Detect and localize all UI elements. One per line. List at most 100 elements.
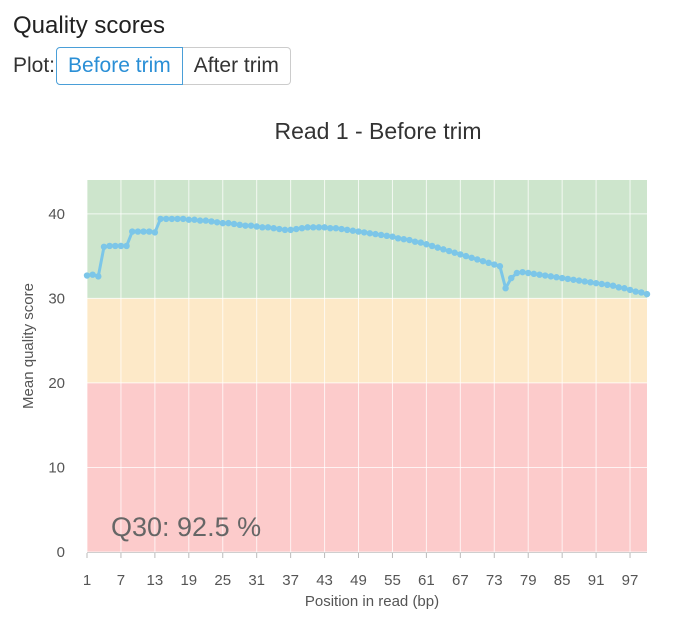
axes: 1 7 13 19 25 31 37 43 49 55 61 67 73 79 85 91 97 0 10 20 30 4… bbox=[48, 206, 647, 589]
data-point bbox=[185, 216, 193, 223]
data-point bbox=[536, 271, 543, 278]
data-point bbox=[643, 290, 651, 298]
data-point bbox=[513, 269, 521, 277]
x-tick-label: 1 bbox=[83, 572, 91, 589]
data-point bbox=[89, 271, 96, 278]
y-tick-label: 20 bbox=[48, 375, 65, 392]
x-tick-label: 91 bbox=[588, 572, 605, 589]
data-point bbox=[100, 243, 108, 250]
data-point bbox=[445, 247, 453, 255]
data-point bbox=[587, 279, 594, 286]
data-point bbox=[287, 226, 294, 234]
data-point bbox=[434, 244, 441, 251]
data-point bbox=[411, 238, 419, 245]
data-point bbox=[491, 261, 498, 268]
section-title: Quality scores bbox=[13, 12, 166, 39]
data-point bbox=[417, 239, 424, 246]
before-trim-button[interactable]: Before trim bbox=[56, 47, 183, 85]
data-point bbox=[609, 282, 617, 289]
data-point bbox=[592, 279, 600, 287]
data-point bbox=[293, 225, 300, 233]
plot-label: Plot: bbox=[13, 54, 56, 77]
x-tick-label: 31 bbox=[248, 572, 265, 589]
x-tick-label: 25 bbox=[214, 572, 231, 589]
data-point bbox=[632, 288, 639, 295]
data-point bbox=[626, 286, 634, 294]
plot-selector: Plot: Before trim After trim bbox=[13, 47, 291, 85]
data-point bbox=[564, 275, 572, 283]
data-point bbox=[394, 235, 402, 242]
data-point bbox=[360, 229, 368, 236]
data-point bbox=[134, 228, 142, 235]
data-point bbox=[372, 230, 379, 238]
data-point bbox=[191, 216, 198, 223]
x-tick-label: 79 bbox=[520, 572, 537, 589]
data-point bbox=[558, 274, 566, 282]
x-tick-label: 85 bbox=[554, 572, 571, 589]
q30-annotation: Q30: 92.5 % bbox=[111, 512, 261, 542]
data-point bbox=[264, 224, 272, 231]
data-point bbox=[123, 242, 130, 250]
data-point bbox=[304, 224, 311, 231]
data-point bbox=[95, 273, 102, 280]
data-point bbox=[451, 249, 458, 256]
x-tick-label: 13 bbox=[147, 572, 164, 589]
data-point bbox=[377, 231, 385, 239]
data-point bbox=[179, 215, 187, 223]
data-point bbox=[338, 225, 345, 233]
data-point bbox=[502, 285, 509, 292]
data-point bbox=[157, 215, 164, 223]
data-point bbox=[366, 230, 374, 237]
data-point bbox=[530, 270, 538, 278]
data-point bbox=[230, 220, 238, 228]
x-tick-label: 43 bbox=[316, 572, 333, 589]
quality-zones bbox=[87, 180, 647, 552]
data-point bbox=[253, 223, 260, 230]
data-point bbox=[106, 242, 113, 250]
quality-zone-1 bbox=[87, 298, 647, 383]
data-point bbox=[321, 224, 328, 231]
data-point bbox=[236, 221, 243, 229]
data-point bbox=[604, 281, 611, 289]
chart-title: Read 1 - Before trim bbox=[274, 118, 481, 144]
data-point bbox=[621, 285, 628, 292]
data-point bbox=[457, 251, 464, 258]
data-point bbox=[406, 236, 413, 244]
data-point bbox=[162, 215, 170, 223]
y-axis-label: Mean quality score bbox=[20, 283, 37, 409]
x-tick-label: 7 bbox=[117, 572, 125, 589]
data-point bbox=[196, 217, 204, 224]
data-point bbox=[332, 224, 340, 232]
data-point bbox=[310, 224, 317, 231]
data-point bbox=[615, 284, 622, 291]
data-point bbox=[298, 224, 306, 232]
after-trim-button[interactable]: After trim bbox=[182, 47, 291, 85]
data-point bbox=[508, 274, 515, 282]
data-point bbox=[496, 263, 504, 270]
data-point bbox=[146, 228, 153, 235]
data-point bbox=[117, 242, 125, 250]
data-point bbox=[423, 241, 430, 248]
data-point bbox=[575, 277, 583, 284]
grid-lines bbox=[86, 180, 647, 553]
data-point bbox=[219, 219, 226, 227]
data-point bbox=[389, 233, 396, 240]
y-tick-label: 10 bbox=[48, 459, 65, 476]
data-point bbox=[168, 215, 176, 223]
data-point bbox=[151, 229, 159, 236]
plot-toggle-group: Before trim After trim bbox=[56, 47, 291, 85]
data-point bbox=[276, 225, 283, 233]
data-point bbox=[355, 228, 362, 235]
data-point bbox=[519, 268, 526, 276]
series-mean-quality bbox=[83, 215, 651, 298]
data-point bbox=[225, 219, 232, 227]
x-tick-label: 97 bbox=[622, 572, 639, 589]
data-point bbox=[281, 226, 289, 234]
data-point bbox=[598, 280, 605, 288]
x-tick-label: 61 bbox=[418, 572, 435, 589]
x-axis-label: Position in read (bp) bbox=[305, 593, 439, 610]
data-point bbox=[638, 289, 645, 296]
y-tick-label: 40 bbox=[48, 206, 65, 223]
data-point bbox=[440, 246, 447, 253]
data-point bbox=[570, 276, 577, 283]
